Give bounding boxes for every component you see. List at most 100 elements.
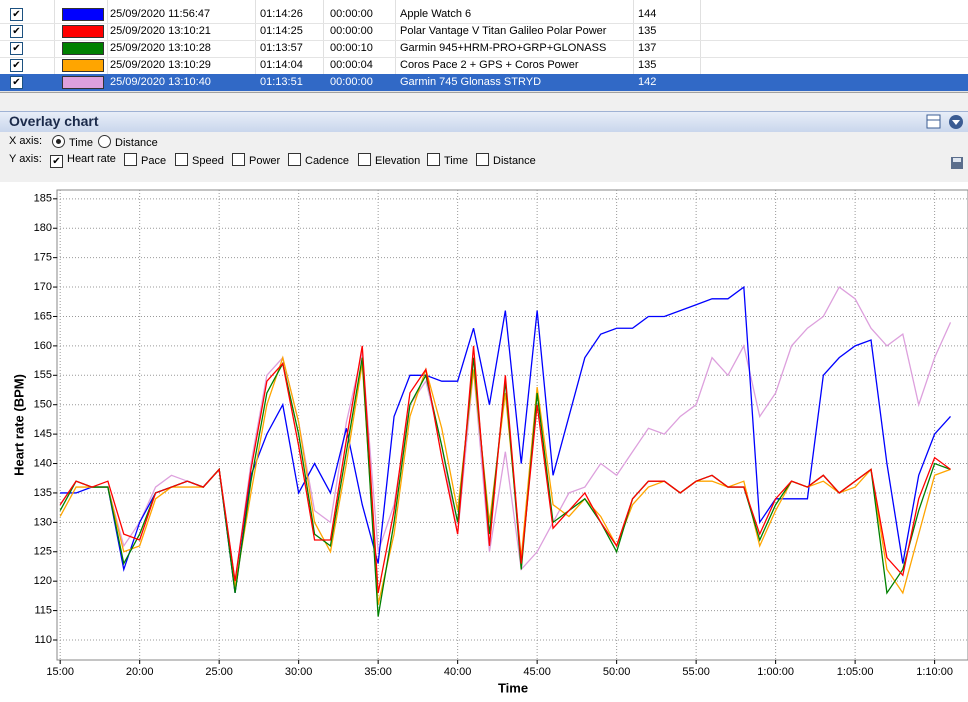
x-tick-label: 1:00:00	[757, 666, 794, 678]
x-tick-label: 20:00	[126, 666, 154, 678]
y-axis-option[interactable]: Distance	[476, 153, 536, 167]
offset-cell: 00:00:10	[330, 42, 373, 54]
chart: 110 115 120 125 130 135 140 145 150 155 160 165 170 1…	[0, 182, 968, 702]
option-label: Cadence	[305, 155, 350, 167]
table-row[interactable]: ✔ 25/09/2020 13:10:29 01:14:04 00:00:04 Coro…	[0, 57, 968, 75]
y-tick-label: 135	[34, 487, 52, 499]
checkbox: ✔	[50, 155, 63, 168]
y-axis-option[interactable]: Elevation	[358, 153, 420, 167]
x-tick-label: 30:00	[285, 666, 313, 678]
series-line	[59, 345, 951, 594]
column-separator	[54, 0, 55, 92]
duration-cell: 01:14:25	[260, 25, 303, 37]
offset-cell: 00:00:00	[330, 25, 373, 37]
y-tick-label: 170	[34, 281, 52, 293]
column-separator	[700, 0, 701, 92]
name-cell: Apple Watch 6	[400, 8, 472, 20]
activity-table: ✔ 25/09/2020 11:56:47 01:14:26 00:00:00 Appl…	[0, 0, 968, 93]
x-tick-label: 45:00	[523, 666, 551, 678]
option-label: Distance	[115, 137, 158, 149]
radio-button	[98, 135, 111, 148]
checkbox	[427, 153, 440, 166]
duration-cell: 01:13:57	[260, 42, 303, 54]
row-checkbox[interactable]: ✔	[10, 8, 23, 21]
offset-cell: 00:00:00	[330, 76, 373, 88]
y-tick-label: 130	[34, 516, 52, 528]
duration-cell: 01:14:26	[260, 8, 303, 20]
y-axis-title: Heart rate (BPM)	[11, 374, 26, 476]
color-swatch	[62, 76, 104, 89]
checkbox	[358, 153, 371, 166]
y-axis-option[interactable]: ✔ Heart rate	[50, 153, 116, 168]
row-checkbox[interactable]: ✔	[10, 76, 23, 89]
duration-cell: 01:13:51	[260, 76, 303, 88]
plot-area	[56, 189, 968, 661]
color-swatch	[62, 8, 104, 21]
y-tick-label: 160	[34, 340, 52, 352]
column-separator	[107, 0, 108, 92]
panel-title: Overlay chart	[9, 113, 99, 129]
offset-cell: 00:00:00	[330, 8, 373, 20]
y-axis-option[interactable]: Pace	[124, 153, 166, 167]
name-cell: Garmin 745 Glonass STRYD	[400, 76, 542, 88]
table-row[interactable]: ✔ 25/09/2020 11:56:47 01:14:26 00:00:00 Appl…	[0, 6, 968, 24]
column-separator	[633, 0, 634, 92]
option-label: Time	[69, 137, 94, 149]
panel-header: Overlay chart	[0, 111, 968, 132]
y-axis-option[interactable]: Cadence	[288, 153, 349, 167]
y-axis-option[interactable]: Speed	[175, 153, 224, 167]
option-label: Distance	[493, 155, 536, 167]
y-tick-label: 120	[34, 575, 52, 587]
radio-button	[52, 135, 65, 148]
option-label: Time	[444, 155, 469, 167]
date-cell: 25/09/2020 13:10:29	[110, 59, 211, 71]
y-tick-label: 165	[34, 310, 52, 322]
option-label: Speed	[192, 155, 224, 167]
row-checkbox[interactable]: ✔	[10, 59, 23, 72]
y-tick-label: 180	[34, 222, 52, 234]
y-tick-label: 125	[34, 546, 52, 558]
checkbox	[232, 153, 245, 166]
y-axis-option[interactable]: Time	[427, 153, 468, 167]
x-tick-label: 55:00	[682, 666, 710, 678]
y-tick-label: 140	[34, 457, 52, 469]
x-axis-option[interactable]: Time	[52, 135, 93, 149]
date-cell: 25/09/2020 13:10:40	[110, 76, 211, 88]
y-tick-label: 175	[34, 252, 52, 264]
checkbox	[175, 153, 188, 166]
date-cell: 25/09/2020 11:56:47	[110, 8, 211, 20]
x-axis-option[interactable]: Distance	[98, 135, 158, 149]
duration-cell: 01:14:04	[260, 59, 303, 71]
x-axis-title: Time	[498, 680, 528, 695]
panel-buttons[interactable]	[926, 114, 964, 130]
save-icon[interactable]	[950, 156, 964, 170]
x-tick-label: 35:00	[364, 666, 392, 678]
checkbox	[288, 153, 301, 166]
row-checkbox[interactable]: ✔	[10, 25, 23, 38]
column-separator	[323, 0, 324, 92]
table-row[interactable]: ✔ 25/09/2020 13:10:21 01:14:25 00:00:00 Pola…	[0, 23, 968, 41]
value-cell: 135	[638, 25, 657, 37]
x-tick-label: 50:00	[603, 666, 631, 678]
color-swatch	[62, 59, 104, 72]
value-cell: 142	[638, 76, 657, 88]
option-label: Pace	[141, 155, 167, 167]
checkbox	[476, 153, 489, 166]
x-axis-label: X axis:	[9, 135, 43, 147]
x-tick-label: 15:00	[46, 666, 74, 678]
x-tick-label: 40:00	[444, 666, 472, 678]
checkbox	[124, 153, 137, 166]
x-tick-label: 1:05:00	[837, 666, 874, 678]
table-row[interactable]: ✔ 25/09/2020 13:10:40 01:13:51 00:00:00 Garm…	[0, 74, 968, 92]
row-checkbox[interactable]: ✔	[10, 42, 23, 55]
option-label: Power	[249, 155, 281, 167]
y-tick-label: 115	[34, 604, 52, 616]
column-separator	[395, 0, 396, 92]
table-row[interactable]: ✔ 25/09/2020 13:10:28 01:13:57 00:00:10 Garm…	[0, 40, 968, 58]
y-axis-option[interactable]: Power	[232, 153, 280, 167]
column-separator	[255, 0, 256, 92]
date-cell: 25/09/2020 13:10:28	[110, 42, 211, 54]
x-tick-label: 1:10:00	[916, 666, 953, 678]
y-axis-label: Y axis:	[9, 153, 42, 165]
date-cell: 25/09/2020 13:10:21	[110, 25, 211, 37]
